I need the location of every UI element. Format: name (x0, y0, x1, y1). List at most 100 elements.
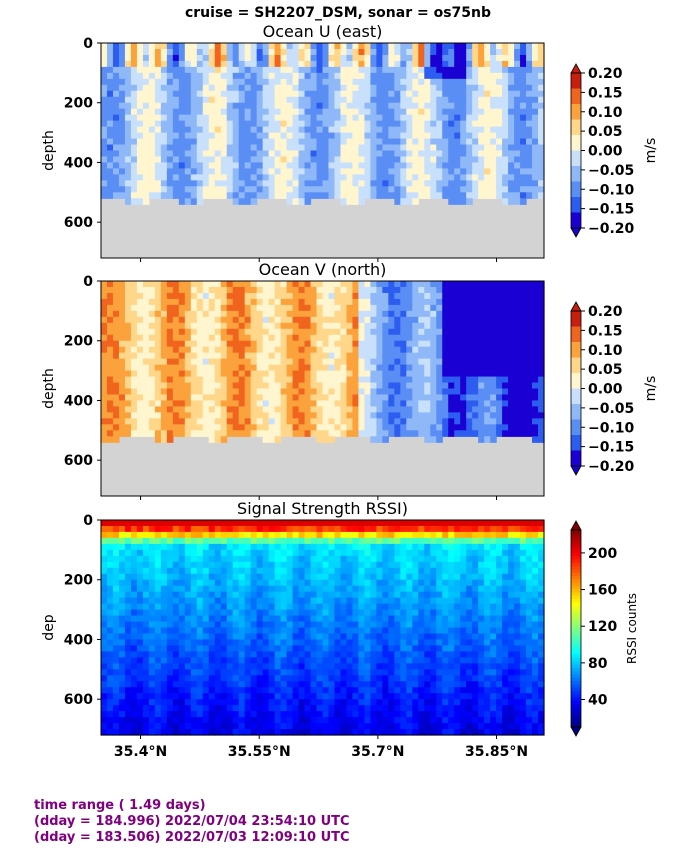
data-cell (220, 310, 228, 318)
data-cell (154, 352, 162, 360)
data-cell (172, 573, 180, 581)
data-cell (502, 412, 509, 419)
data-cell (424, 334, 431, 342)
data-cell (256, 156, 264, 164)
data-cell (460, 108, 467, 116)
data-cell (106, 114, 114, 122)
data-cell (448, 54, 455, 62)
colorbar-segment (571, 119, 581, 136)
data-cell (406, 585, 413, 593)
data-cell (454, 322, 461, 330)
data-cell (136, 43, 144, 50)
data-cell (358, 382, 366, 390)
data-cell (196, 537, 204, 545)
data-cell (412, 102, 419, 110)
data-cell (202, 364, 210, 372)
data-cell (352, 520, 360, 527)
data-cell (538, 531, 545, 539)
data-cell (436, 400, 443, 408)
data-cell (442, 162, 449, 170)
colorbar-segment (571, 357, 581, 374)
data-cell (460, 174, 467, 181)
data-cell (352, 376, 360, 384)
data-cell (316, 316, 324, 324)
data-cell (472, 102, 479, 110)
data-cell (496, 376, 503, 384)
data-cell (250, 591, 258, 599)
data-cell (508, 60, 515, 68)
data-cell (196, 531, 204, 539)
data-cell (214, 144, 222, 152)
data-cell (220, 168, 228, 175)
data-cell (172, 579, 180, 587)
data-cell (292, 424, 300, 431)
data-cell (226, 388, 234, 396)
data-cell (334, 561, 342, 569)
data-cell (448, 150, 455, 158)
data-cell (310, 376, 318, 384)
data-cell (406, 555, 413, 563)
data-cell (118, 406, 126, 413)
data-cell (436, 180, 443, 187)
data-cell (490, 144, 497, 152)
data-cell (490, 156, 497, 164)
data-cell (394, 144, 401, 152)
data-cell (454, 90, 461, 98)
data-cell (322, 292, 330, 300)
data-cell (334, 132, 342, 140)
data-cell (274, 394, 282, 402)
data-cell (508, 424, 515, 431)
data-cell (460, 138, 467, 146)
data-cell (298, 144, 306, 152)
data-cell (538, 591, 545, 599)
data-cell (418, 561, 425, 569)
data-cell (520, 340, 527, 348)
data-cell (364, 412, 371, 419)
data-cell (298, 406, 306, 413)
data-cell (178, 281, 186, 288)
data-cell (496, 162, 503, 170)
colorbar-segment (571, 435, 581, 451)
data-cell (178, 597, 186, 605)
data-cell (340, 90, 348, 98)
data-cell (358, 310, 366, 318)
data-cell (118, 43, 126, 50)
data-cell (466, 370, 473, 378)
data-cell (328, 370, 336, 378)
data-cell (406, 382, 413, 390)
data-cell (502, 108, 509, 116)
data-cell (166, 555, 174, 563)
data-cell (364, 573, 371, 581)
data-cell (238, 543, 246, 551)
data-cell (256, 561, 264, 569)
data-cell (292, 340, 300, 348)
colorbar-tick-label: 0.05 (588, 124, 623, 140)
data-cell (358, 192, 366, 199)
data-cell (454, 174, 461, 181)
data-cell (172, 376, 180, 384)
data-cell (202, 418, 210, 425)
data-cell (406, 418, 413, 425)
data-cell (424, 322, 431, 330)
data-cell (286, 555, 294, 563)
data-cell (118, 108, 126, 116)
data-cell (244, 573, 252, 581)
data-cell (166, 174, 174, 181)
data-cell (340, 108, 348, 116)
data-cell (238, 334, 246, 342)
data-cell (142, 78, 150, 86)
data-cell (154, 72, 162, 80)
data-cell (358, 561, 366, 569)
data-cell (202, 382, 210, 390)
data-cell (118, 114, 126, 122)
data-cell (466, 346, 473, 354)
data-cell (202, 543, 210, 551)
data-cell (202, 394, 210, 402)
data-cell (310, 138, 318, 146)
data-cell (496, 298, 503, 306)
data-cell (376, 579, 383, 587)
data-cell (454, 400, 461, 408)
data-cell (484, 316, 491, 324)
data-cell (520, 66, 527, 74)
data-cell (490, 180, 497, 187)
